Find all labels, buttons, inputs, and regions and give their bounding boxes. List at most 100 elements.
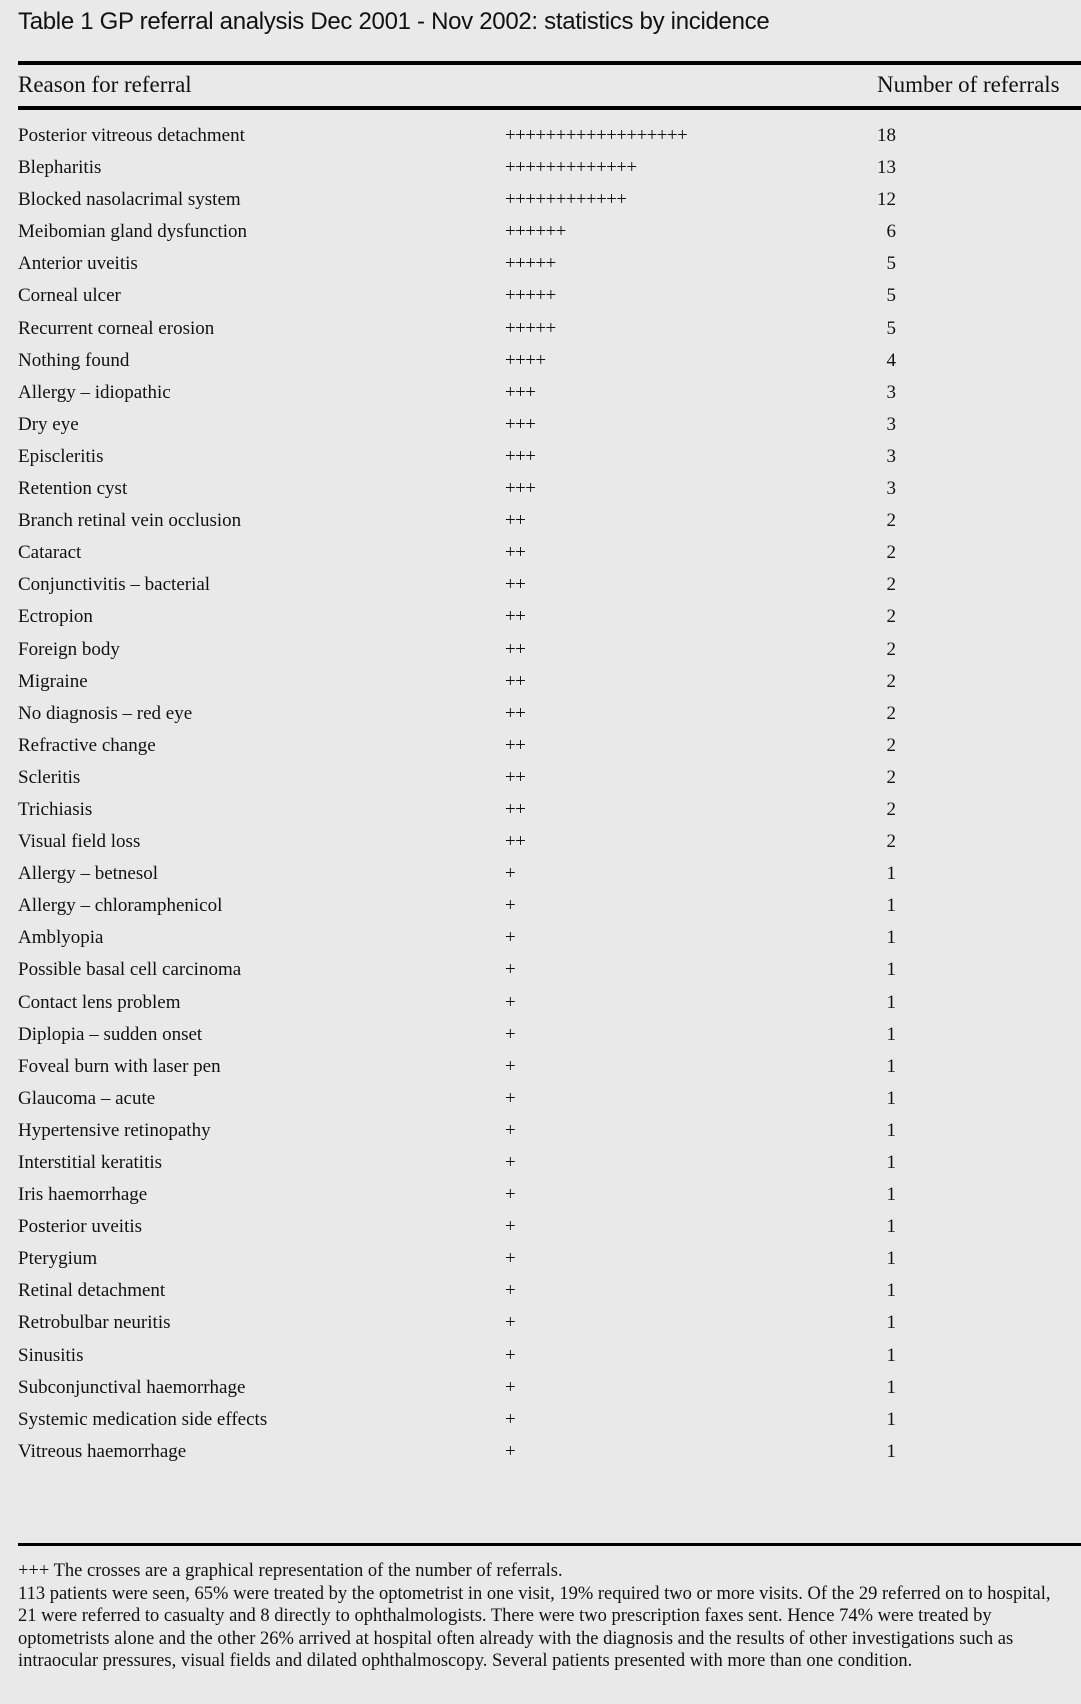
row-count: 3 [886,478,897,500]
row-crosses: ++++ [505,349,546,371]
row-count: 1 [886,1312,897,1334]
row-reason: Anterior uveitis [18,253,138,275]
table-row: Dry eye +++ 3 [0,410,1081,442]
row-count: 1 [886,1119,897,1141]
row-crosses: + [505,1119,516,1141]
row-count: 2 [886,574,897,596]
table-row: Subconjunctival haemorrhage +1 [0,1373,1081,1405]
row-count: 5 [886,317,897,339]
row-crosses: + [505,1248,516,1270]
row-reason: Systemic medication side effects [18,1408,268,1430]
row-crosses: + [505,1152,516,1173]
row-count: 1 [886,1184,897,1206]
row-crosses: ++ [505,574,526,596]
table-row: Ectropion ++ 2 [0,602,1081,634]
row-reason: Allergy – idiopathic [18,381,171,403]
row-crosses: ++ [505,670,526,692]
row-count: 1 [886,1023,897,1045]
table-row: Branch retinal vein occlusion ++ 2 [0,506,1081,538]
row-reason: No diagnosis – red eye [18,702,193,724]
row-crosses: ++ [505,734,526,756]
row-crosses: + [505,1055,516,1077]
row-crosses: ++ [505,638,526,660]
row-reason: Hypertensive retinopathy [18,1119,211,1141]
table-row: Migraine ++ 2 [0,667,1081,699]
row-reason: Iris haemorrhage [18,1184,148,1206]
row-count: 1 [886,1087,897,1109]
row-crosses: ++++++ [505,221,566,243]
table-row: Trichiasis ++ 2 [0,795,1081,827]
row-crosses: ++++++++++++ [505,189,627,211]
row-reason: Amblyopia [18,927,104,949]
row-crosses: +++++++++++++ [505,157,637,179]
row-count: 2 [886,542,897,564]
row-reason: Allergy – betnesol [18,863,159,885]
table-row: Iris haemorrhage +1 [0,1180,1081,1212]
row-crosses: + [505,959,516,981]
row-count: 1 [886,1344,897,1366]
table-row: Visual field loss ++ 2 [0,827,1081,859]
row-reason: Sinusitis [18,1344,84,1366]
header-reason: Reason for referral [18,72,192,97]
row-reason: Nothing found [18,349,130,371]
row-crosses: ++++++++++++++++++ [505,125,688,146]
row-crosses: + [505,1087,516,1109]
row-count: 2 [886,638,897,660]
table-row: Allergy – betnesol +1 [0,859,1081,891]
row-crosses: + [505,1312,516,1334]
row-crosses: ++ [505,766,526,788]
row-reason: Migraine [18,670,88,692]
row-reason: Foveal burn with laser pen [18,1055,221,1077]
row-count: 1 [886,895,897,917]
table-row: Foveal burn with laser pen +1 [0,1052,1081,1084]
row-reason: Retrobulbar neuritis [18,1312,171,1334]
row-crosses: ++ [505,510,526,532]
row-reason: Trichiasis [18,798,93,820]
table-row: Meibomian gland dysfunction ++++++ 6 [0,217,1081,249]
row-count: 2 [886,670,897,692]
row-count: 1 [886,1216,897,1238]
row-crosses: + [505,863,516,885]
row-reason: Conjunctivitis – bacterial [18,574,211,596]
row-count: 13 [877,157,896,179]
row-count: 1 [886,1376,897,1398]
row-count: 1 [886,1440,897,1462]
table-row: No diagnosis – red eye ++ 2 [0,699,1081,731]
row-crosses: ++ [505,606,526,628]
row-crosses: + [505,1440,516,1462]
row-crosses: ++ [505,702,526,724]
row-reason: Vitreous haemorrhage [18,1440,187,1462]
bottom-rule [18,1543,1081,1546]
row-crosses: +++++ [505,317,556,339]
row-crosses: + [505,1280,516,1302]
row-count: 12 [877,189,896,211]
table-row: Interstitial keratitis +1 [0,1148,1081,1180]
row-crosses: +++ [505,478,536,500]
row-count: 1 [886,927,897,949]
table-row: Foreign body ++ 2 [0,635,1081,667]
row-count: 1 [886,1280,897,1302]
row-crosses: + [505,1023,516,1045]
row-count: 3 [886,445,897,467]
table-row: Amblyopia +1 [0,923,1081,955]
row-count: 2 [886,734,897,756]
top-rule [18,61,1081,65]
row-crosses: + [505,1344,516,1366]
table-row: Anterior uveitis +++++ 5 [0,249,1081,281]
table-row: Nothing found ++++ 4 [0,346,1081,378]
table-row: Allergy – idiopathic +++ 3 [0,378,1081,410]
row-crosses: ++ [505,542,526,564]
table-row: Posterior uveitis +1 [0,1212,1081,1244]
row-count: 1 [886,959,897,981]
footnotes: +++ The crosses are a graphical represen… [18,1560,1069,1673]
table-row: Blepharitis +++++++++++++ 13 [0,153,1081,185]
row-count: 2 [886,798,897,820]
row-crosses: +++++ [505,285,556,307]
row-reason: Diplopia – sudden onset [18,1023,203,1045]
row-count: 5 [886,285,897,307]
row-reason: Possible basal cell carcinoma [18,959,242,981]
table-row: Posterior vitreous detachment +++++++++++… [0,121,1081,153]
row-reason: Blocked nasolacrimal system [18,189,241,211]
table-row: Episcleritis +++ 3 [0,442,1081,474]
row-count: 1 [886,1408,897,1430]
